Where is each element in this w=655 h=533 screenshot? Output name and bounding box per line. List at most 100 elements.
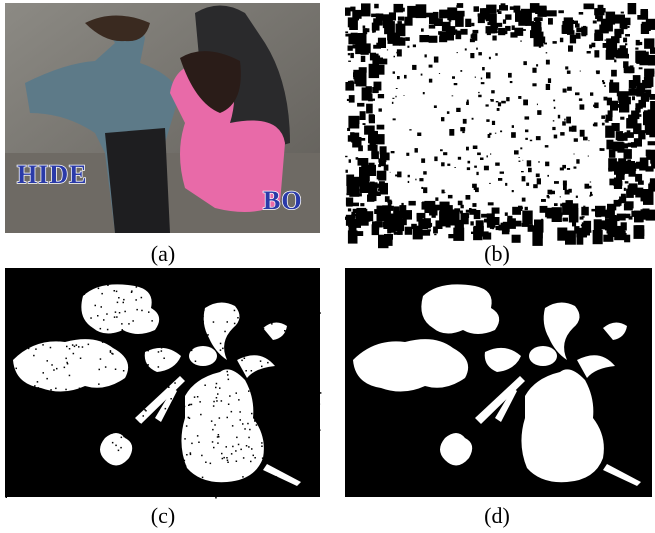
noise bbox=[616, 131, 623, 140]
noise bbox=[170, 446, 172, 448]
noise bbox=[356, 72, 367, 87]
noise bbox=[227, 321, 229, 323]
noise bbox=[519, 161, 521, 162]
noise bbox=[643, 191, 654, 205]
noise bbox=[252, 332, 254, 334]
noise bbox=[579, 12, 584, 15]
noise bbox=[96, 284, 98, 286]
noise bbox=[283, 407, 285, 409]
noise bbox=[179, 305, 181, 307]
noise bbox=[71, 412, 73, 414]
noise bbox=[512, 235, 521, 243]
noise bbox=[581, 224, 584, 226]
noise bbox=[280, 403, 282, 405]
noise bbox=[132, 272, 134, 274]
noise bbox=[280, 469, 282, 471]
noise bbox=[250, 294, 252, 296]
noise bbox=[467, 167, 470, 170]
noise bbox=[627, 159, 631, 163]
noise bbox=[235, 484, 237, 486]
noise bbox=[216, 495, 218, 497]
noise bbox=[377, 171, 386, 180]
noise bbox=[23, 427, 25, 429]
noise bbox=[209, 274, 211, 276]
noise bbox=[197, 435, 199, 437]
noise bbox=[576, 159, 579, 164]
noise bbox=[37, 381, 39, 383]
noise bbox=[575, 23, 580, 27]
noise bbox=[505, 14, 511, 19]
noise bbox=[284, 366, 286, 368]
noise bbox=[537, 178, 541, 184]
noise bbox=[181, 388, 183, 390]
noise bbox=[112, 442, 114, 444]
noise bbox=[13, 464, 15, 466]
noise bbox=[121, 437, 123, 439]
noise bbox=[360, 111, 366, 120]
noise bbox=[93, 487, 95, 489]
noise bbox=[387, 229, 391, 233]
noise bbox=[397, 172, 401, 178]
noise bbox=[188, 284, 190, 286]
noise bbox=[175, 450, 177, 452]
noise bbox=[238, 399, 240, 401]
noise bbox=[11, 325, 13, 327]
noise bbox=[442, 22, 451, 31]
noise bbox=[123, 370, 125, 372]
noise bbox=[554, 107, 556, 109]
noise bbox=[50, 407, 52, 409]
noise bbox=[210, 463, 212, 465]
noise bbox=[76, 344, 78, 346]
noise bbox=[66, 464, 68, 466]
noise bbox=[370, 117, 374, 123]
noise bbox=[146, 273, 148, 275]
noise bbox=[69, 375, 71, 377]
noise bbox=[585, 184, 590, 189]
noise bbox=[114, 316, 116, 318]
noise bbox=[30, 300, 32, 302]
noise bbox=[380, 183, 388, 195]
noise bbox=[95, 305, 97, 307]
noise bbox=[628, 3, 637, 14]
noise bbox=[234, 323, 236, 325]
noise bbox=[236, 481, 238, 483]
noise bbox=[596, 209, 602, 217]
noise bbox=[348, 230, 358, 243]
noise bbox=[53, 458, 55, 460]
noise bbox=[10, 369, 12, 371]
noise bbox=[207, 334, 209, 336]
noise bbox=[507, 216, 512, 224]
noise bbox=[506, 97, 509, 101]
noise bbox=[217, 393, 219, 395]
noise bbox=[6, 342, 8, 344]
noise bbox=[269, 297, 271, 299]
noise bbox=[122, 329, 124, 331]
noise bbox=[426, 13, 434, 18]
noise bbox=[622, 143, 628, 148]
noise bbox=[461, 205, 464, 209]
noise bbox=[525, 130, 528, 133]
noise bbox=[373, 54, 378, 60]
noise bbox=[553, 100, 555, 102]
noise bbox=[19, 406, 21, 408]
noise bbox=[181, 397, 183, 399]
noise bbox=[590, 194, 593, 196]
noise bbox=[463, 119, 467, 124]
noise bbox=[135, 445, 137, 447]
noise bbox=[98, 410, 100, 412]
noise bbox=[316, 446, 318, 448]
noise bbox=[161, 347, 163, 349]
noise bbox=[154, 473, 156, 475]
noise bbox=[7, 422, 9, 424]
noise bbox=[11, 328, 13, 330]
noise bbox=[32, 313, 34, 315]
noise bbox=[582, 216, 585, 218]
noise bbox=[636, 88, 644, 97]
noise bbox=[478, 95, 481, 98]
noise bbox=[443, 152, 447, 155]
noise bbox=[347, 176, 353, 182]
noise bbox=[105, 475, 107, 477]
noise bbox=[141, 459, 143, 461]
noise bbox=[65, 358, 67, 360]
noise bbox=[449, 129, 454, 136]
